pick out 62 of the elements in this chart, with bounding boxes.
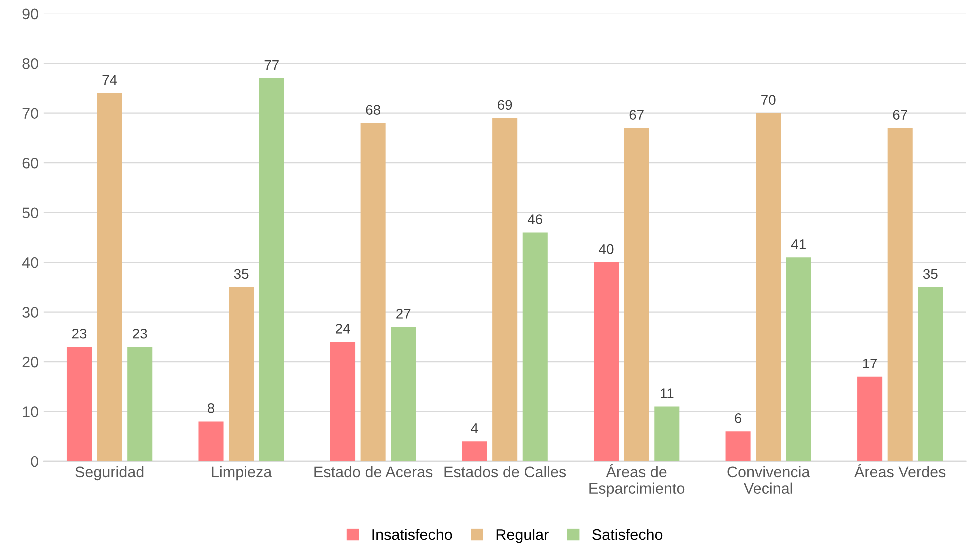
data-label: 70 (762, 95, 776, 106)
data-label: 23 (133, 328, 148, 339)
bar (918, 287, 944, 462)
legend-label: Insatisfecho (372, 529, 452, 540)
bar (128, 347, 153, 462)
data-label: 74 (102, 75, 118, 86)
data-label: 68 (366, 105, 380, 116)
bar (786, 258, 812, 462)
data-label: 35 (234, 269, 249, 280)
y-tick-label: 90 (22, 8, 38, 20)
data-label: 35 (923, 269, 938, 280)
data-label: 17 (863, 358, 878, 368)
legend-label: Regular (496, 529, 549, 544)
y-tick-label: 80 (22, 58, 38, 70)
data-label: 8 (208, 404, 215, 414)
data-label: 23 (72, 328, 87, 339)
bar (259, 78, 284, 462)
bar (888, 128, 913, 462)
y-tick-label: 10 (23, 406, 38, 418)
data-label: 40 (599, 244, 614, 254)
data-label: 24 (336, 324, 350, 334)
x-tick-label: Limpieza (212, 466, 272, 481)
x-tick-label: Estado de Aceras (314, 466, 433, 478)
bar (391, 327, 416, 462)
data-label: 77 (264, 60, 279, 70)
bar (360, 123, 386, 462)
x-tick-label: Estados de Calles (444, 466, 566, 478)
x-tick-label: Áreas de Esparcimiento (590, 464, 685, 498)
data-label: 69 (498, 100, 512, 110)
data-label: 46 (528, 214, 542, 224)
data-label: 27 (396, 309, 411, 319)
bar (97, 93, 122, 462)
bar (654, 406, 680, 462)
bar (330, 342, 356, 462)
y-tick-label: 20 (22, 356, 38, 368)
bar (858, 376, 883, 462)
y-tick-label: 0 (31, 456, 38, 468)
bar (594, 262, 620, 462)
bar (492, 118, 518, 462)
bar (66, 347, 92, 462)
y-tick-label: 30 (22, 307, 38, 318)
data-label: 67 (630, 110, 644, 120)
bar (522, 232, 548, 462)
x-tick-label: Seguridad (76, 466, 144, 481)
bar (756, 113, 782, 462)
y-tick-label: 40 (22, 257, 38, 268)
bar (726, 432, 751, 462)
legend-label: Satisfecho (592, 529, 663, 540)
data-label: 41 (792, 240, 806, 250)
data-label: 4 (471, 424, 478, 434)
x-tick-label: Convivencia Vecinal (728, 466, 810, 494)
y-tick-label: 60 (22, 158, 38, 169)
bar (229, 287, 254, 462)
x-tick-label: Áreas Verdes (854, 464, 946, 478)
y-tick-label: 70 (22, 108, 38, 120)
data-label: 67 (893, 110, 908, 120)
data-label: 11 (660, 388, 674, 398)
y-tick-label: 50 (22, 208, 38, 219)
bar (462, 442, 488, 462)
bar (198, 422, 224, 462)
bar (624, 128, 650, 462)
data-label: 6 (735, 414, 742, 424)
